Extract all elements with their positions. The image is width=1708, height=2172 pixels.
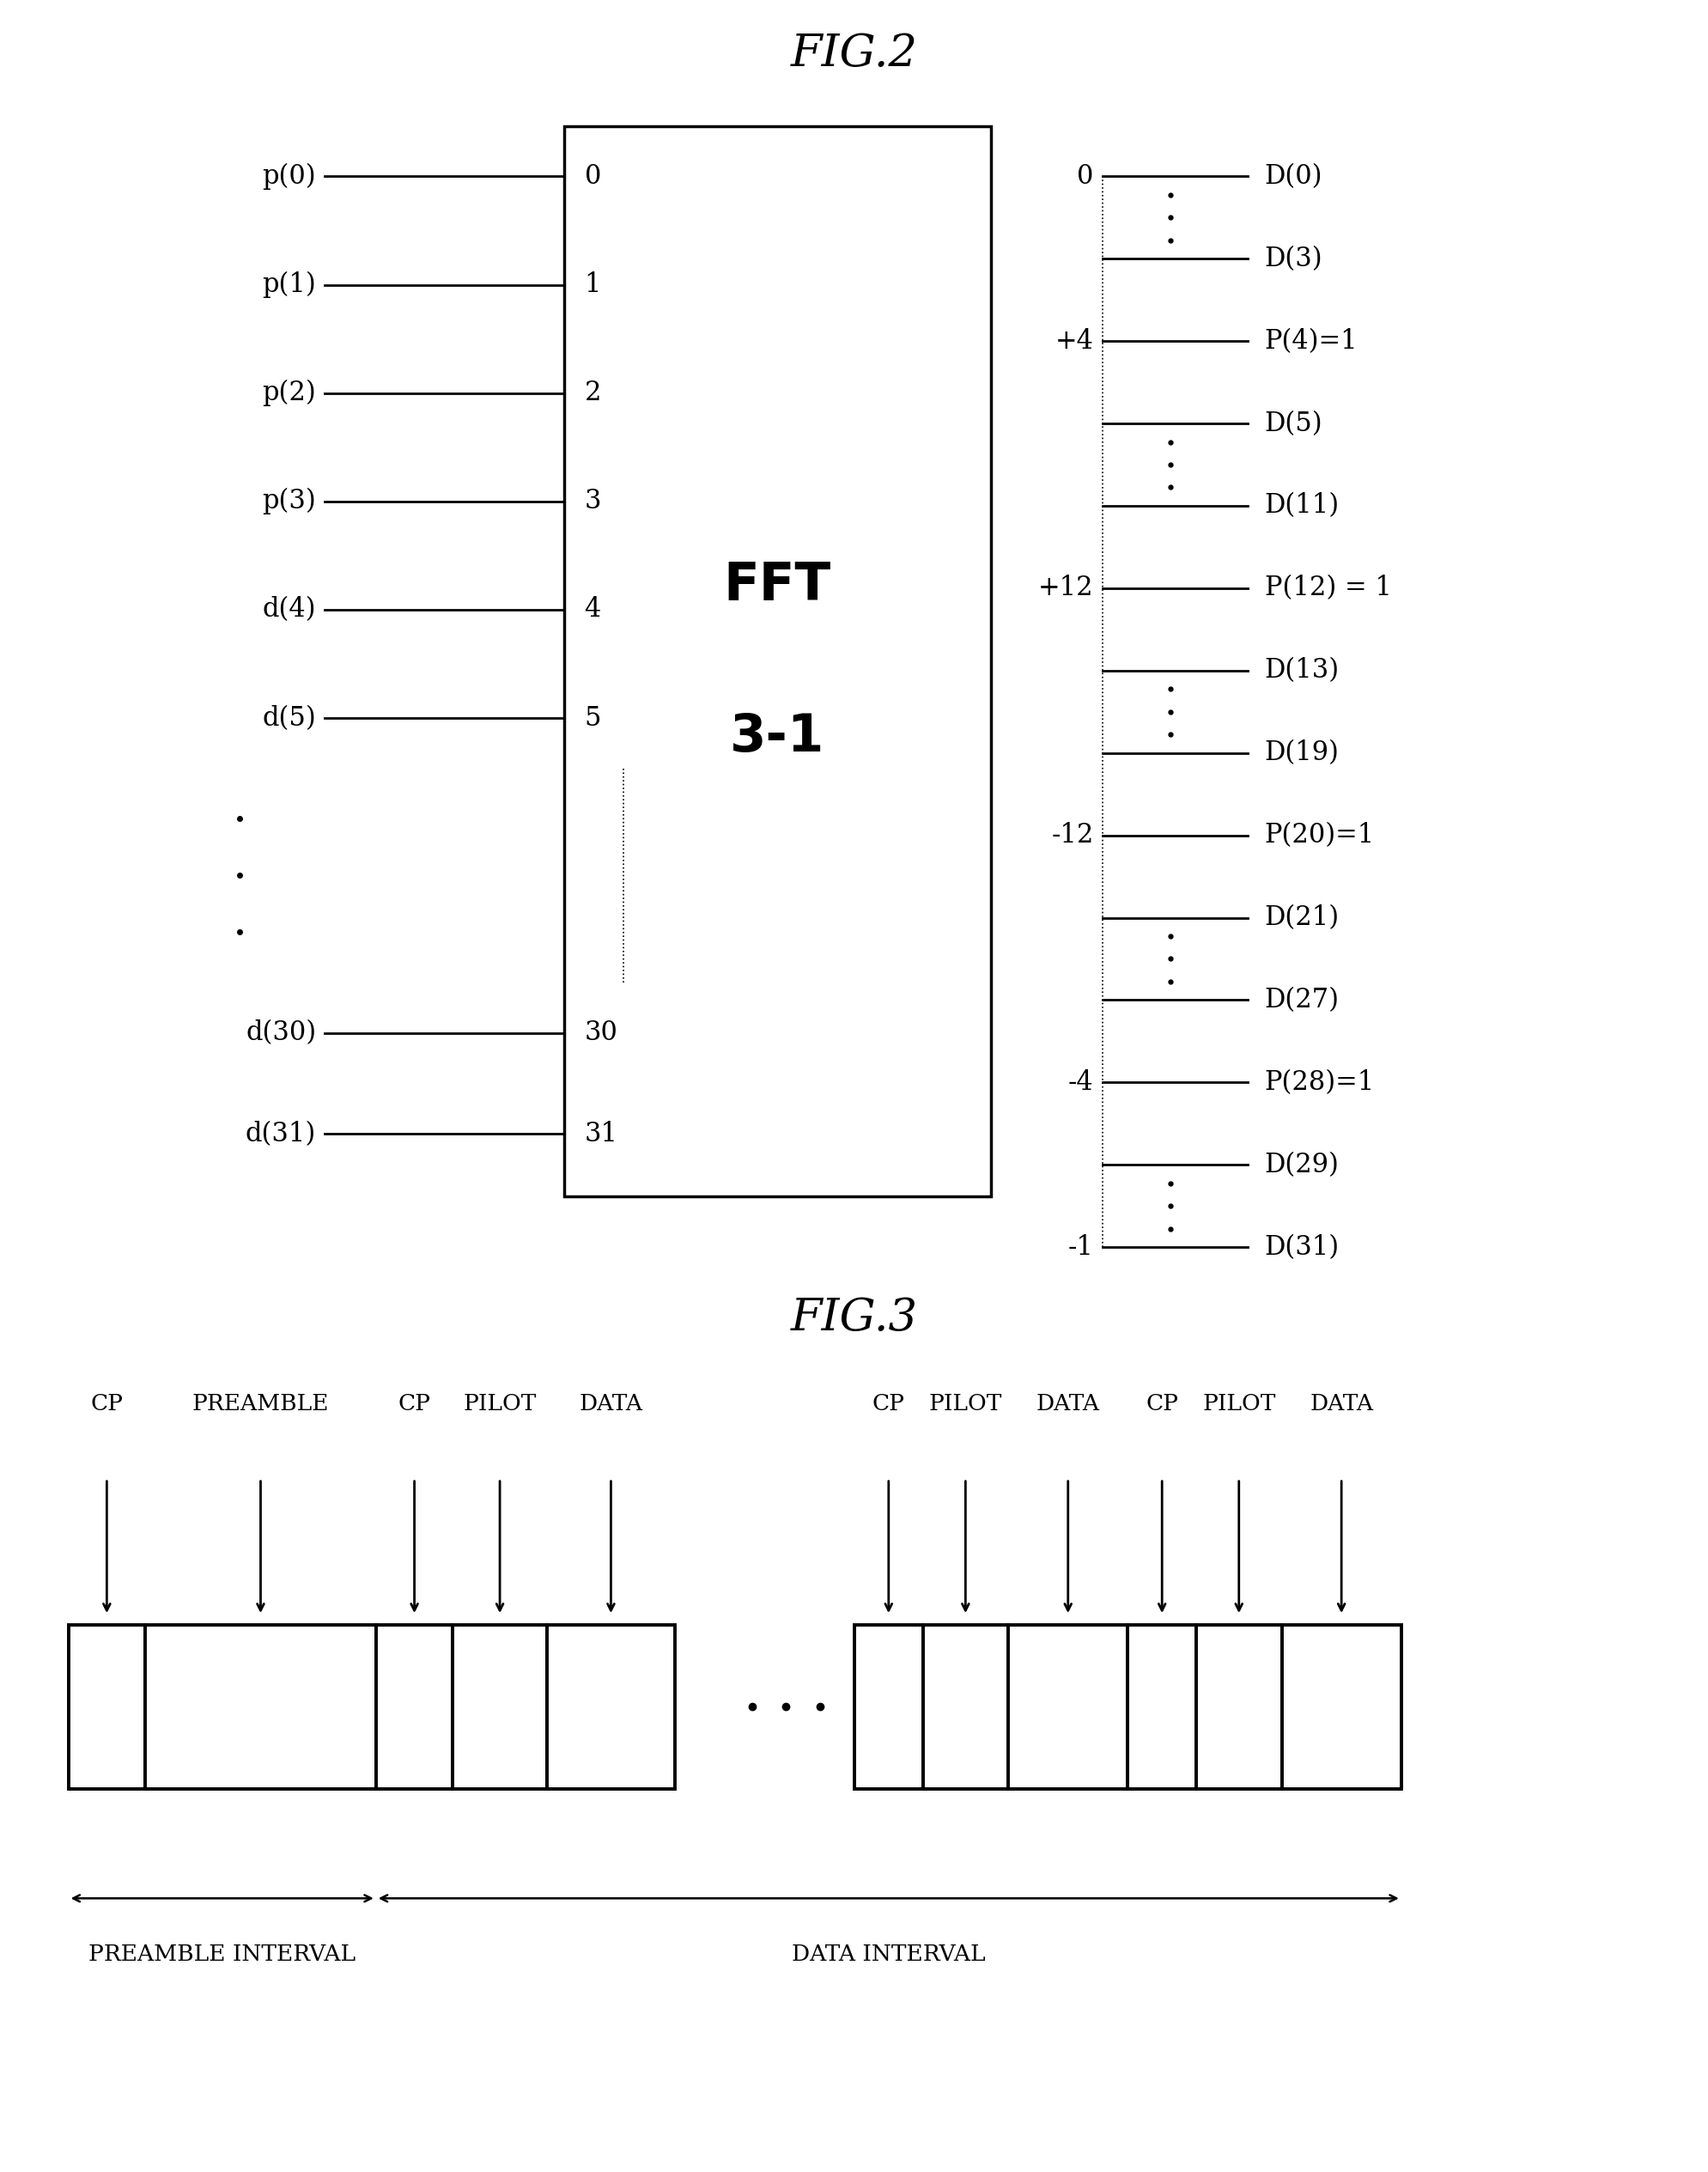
Text: D(3): D(3) — [1264, 245, 1322, 272]
Text: 1: 1 — [584, 272, 601, 298]
Bar — [564, 126, 991, 1197]
Text: 0: 0 — [1076, 163, 1093, 189]
Text: 3-1: 3-1 — [729, 712, 825, 762]
Text: P(12) = 1: P(12) = 1 — [1264, 576, 1390, 602]
Text: PREAMBLE INTERVAL: PREAMBLE INTERVAL — [89, 1944, 355, 1966]
Text: D(31): D(31) — [1264, 1234, 1339, 1260]
Bar — [376, 1625, 453, 1790]
Bar — [453, 1625, 547, 1790]
Text: D(19): D(19) — [1264, 741, 1339, 767]
Bar — [854, 1625, 922, 1790]
Text: 30: 30 — [584, 1019, 618, 1047]
Text: -1: -1 — [1068, 1234, 1093, 1260]
Text: -4: -4 — [1068, 1069, 1093, 1095]
Text: p(0): p(0) — [263, 163, 316, 189]
Text: CP: CP — [91, 1394, 123, 1414]
Text: PILOT: PILOT — [463, 1394, 536, 1414]
Bar — [547, 1625, 675, 1790]
Text: D(5): D(5) — [1264, 411, 1322, 437]
Text: DATA: DATA — [1035, 1394, 1100, 1414]
Text: PREAMBLE: PREAMBLE — [191, 1394, 330, 1414]
Text: FFT: FFT — [724, 560, 830, 610]
Bar — [145, 1625, 376, 1790]
Text: 2: 2 — [584, 380, 601, 406]
Text: D(27): D(27) — [1264, 986, 1339, 1014]
Text: +4: +4 — [1054, 328, 1093, 354]
Text: FIG.2: FIG.2 — [791, 33, 917, 76]
Text: CP: CP — [398, 1394, 430, 1414]
Text: p(2): p(2) — [261, 380, 316, 406]
Bar — [1281, 1625, 1401, 1790]
Text: DATA: DATA — [1308, 1394, 1373, 1414]
Text: +12: +12 — [1038, 576, 1093, 602]
Text: 0: 0 — [584, 163, 601, 189]
Text: CP: CP — [1144, 1394, 1179, 1414]
Text: DATA: DATA — [579, 1394, 642, 1414]
Text: 5: 5 — [584, 704, 601, 732]
Text: d(30): d(30) — [246, 1019, 316, 1047]
Bar — [1127, 1625, 1196, 1790]
Text: p(3): p(3) — [261, 489, 316, 515]
Text: PILOT: PILOT — [1202, 1394, 1274, 1414]
Text: CP: CP — [871, 1394, 905, 1414]
Text: FIG.3: FIG.3 — [791, 1297, 917, 1340]
Text: 3: 3 — [584, 489, 601, 515]
Text: d(4): d(4) — [263, 597, 316, 623]
Text: P(4)=1: P(4)=1 — [1264, 328, 1358, 354]
Text: -12: -12 — [1050, 821, 1093, 849]
Text: P(28)=1: P(28)=1 — [1264, 1069, 1373, 1095]
Text: d(31): d(31) — [246, 1121, 316, 1147]
Text: PILOT: PILOT — [929, 1394, 1001, 1414]
Text: 4: 4 — [584, 597, 601, 623]
Text: D(0): D(0) — [1264, 163, 1322, 189]
Bar — [922, 1625, 1008, 1790]
Text: P(20)=1: P(20)=1 — [1264, 821, 1373, 849]
Text: DATA INTERVAL: DATA INTERVAL — [791, 1944, 986, 1966]
Bar — [1196, 1625, 1281, 1790]
Text: D(11): D(11) — [1264, 493, 1339, 519]
Text: d(5): d(5) — [261, 704, 316, 732]
Text: D(29): D(29) — [1264, 1151, 1339, 1177]
Text: D(21): D(21) — [1264, 904, 1339, 932]
Bar — [68, 1625, 145, 1790]
Bar — [1008, 1625, 1127, 1790]
Text: 31: 31 — [584, 1121, 618, 1147]
Text: p(1): p(1) — [261, 272, 316, 298]
Text: D(13): D(13) — [1264, 658, 1339, 684]
